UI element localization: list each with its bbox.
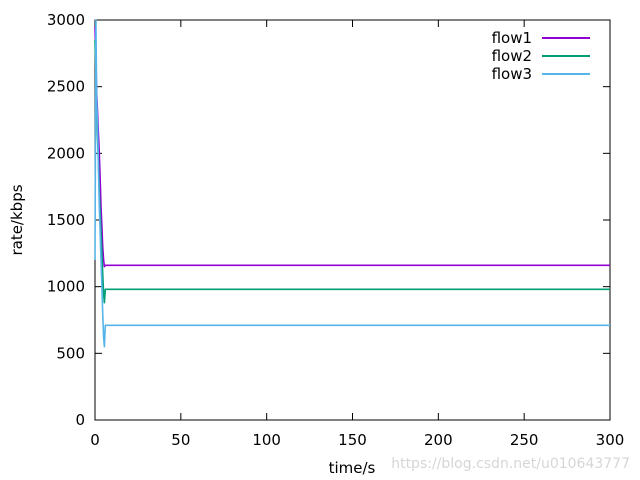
- x-tick-label: 0: [90, 431, 100, 449]
- x-tick-label: 150: [338, 431, 367, 449]
- series-line-flow3: [94, 19, 610, 348]
- y-tick-label: 0: [75, 411, 85, 429]
- y-axis-ticks: 0 500 1000 1500 2000 2500 3000: [47, 11, 610, 429]
- series-lines: [94, 19, 610, 348]
- legend-label-flow3: flow3: [492, 65, 532, 83]
- x-axis-label: time/s: [329, 459, 376, 477]
- x-tick-label: 50: [171, 431, 190, 449]
- x-axis-ticks: 0 50 100 150 200 250 300: [90, 20, 624, 449]
- y-tick-label: 500: [56, 344, 85, 362]
- x-tick-label: 200: [424, 431, 453, 449]
- series-line-flow1: [94, 26, 610, 268]
- x-tick-label: 300: [596, 431, 625, 449]
- y-axis-label: rate/kbps: [8, 184, 26, 255]
- y-tick-label: 1500: [47, 211, 85, 229]
- legend-label-flow1: flow1: [492, 29, 532, 47]
- y-tick-label: 2500: [47, 78, 85, 96]
- series-line-flow2: [94, 39, 610, 304]
- x-tick-label: 100: [252, 431, 281, 449]
- x-tick-label: 250: [510, 431, 539, 449]
- y-tick-label: 2000: [47, 144, 85, 162]
- y-tick-label: 3000: [47, 11, 85, 29]
- plot-border: [94, 19, 611, 421]
- watermark-text: https://blog.csdn.net/u010643777: [391, 456, 630, 472]
- plot-frame: [94, 19, 611, 421]
- legend-label-flow2: flow2: [492, 47, 532, 65]
- y-tick-label: 1000: [47, 278, 85, 296]
